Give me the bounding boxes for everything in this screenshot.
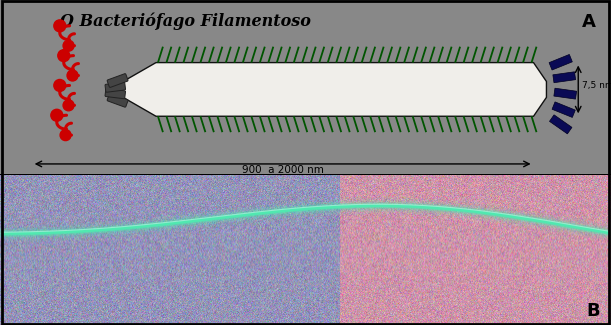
Text: B: B	[587, 302, 600, 320]
FancyBboxPatch shape	[554, 88, 577, 99]
FancyBboxPatch shape	[552, 102, 576, 117]
Circle shape	[54, 20, 66, 32]
Text: 7,5 nm: 7,5 nm	[582, 81, 611, 90]
FancyBboxPatch shape	[549, 115, 572, 134]
FancyBboxPatch shape	[105, 82, 125, 92]
Text: 900  a 2000 nm: 900 a 2000 nm	[242, 165, 324, 175]
FancyBboxPatch shape	[553, 72, 576, 83]
Circle shape	[67, 70, 78, 81]
FancyBboxPatch shape	[107, 93, 128, 107]
Circle shape	[63, 100, 74, 111]
Circle shape	[60, 130, 71, 141]
Circle shape	[54, 80, 66, 91]
FancyBboxPatch shape	[105, 89, 125, 99]
Circle shape	[63, 40, 74, 51]
FancyBboxPatch shape	[549, 55, 573, 70]
Text: O Bacteriófago Filamentoso: O Bacteriófago Filamentoso	[60, 13, 311, 31]
Circle shape	[51, 109, 63, 121]
Circle shape	[58, 50, 70, 62]
Text: A: A	[582, 13, 596, 31]
Polygon shape	[109, 63, 546, 116]
FancyBboxPatch shape	[107, 74, 128, 87]
